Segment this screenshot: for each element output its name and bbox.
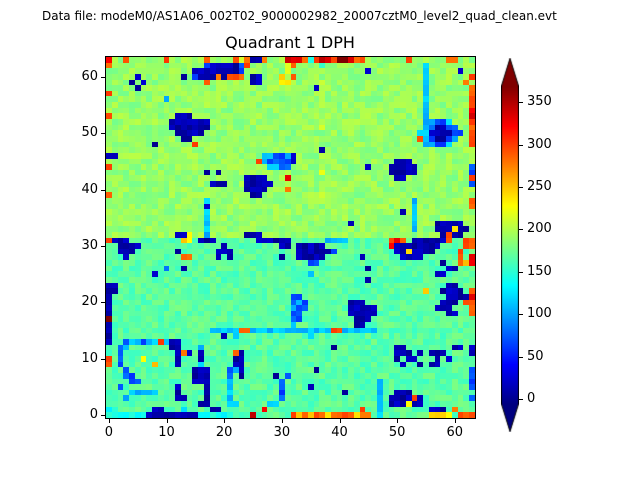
tick-mark [339,419,341,423]
tick-mark [101,415,105,417]
tick-mark [519,144,523,146]
colorbar-tick-label: 350 [527,94,552,110]
colorbar-tick-label: 300 [527,136,552,152]
axes-frame [105,56,476,419]
tick-mark [101,133,105,135]
colorbar-canvas [501,58,519,432]
x-axis-tick-label: 20 [215,425,233,440]
tick-mark [101,76,105,78]
tick-mark [454,419,456,423]
tick-mark [101,245,105,247]
tick-mark [519,314,523,316]
tick-mark [519,398,523,400]
tick-mark [101,302,105,304]
x-axis-tick-label: 0 [104,425,114,440]
y-axis-tick-label: 40 [81,181,98,197]
y-axis-tick-label: 0 [89,407,98,423]
tick-mark [519,102,523,104]
tick-mark [519,229,523,231]
tick-mark [281,419,283,423]
colorbar-tick-label: 200 [527,221,552,237]
tick-mark [519,356,523,358]
tick-mark [397,419,399,423]
colorbar-tick-label: 100 [527,306,552,322]
tick-mark [166,419,168,423]
x-axis-tick-label: 40 [331,425,348,440]
tick-mark [519,271,523,273]
tick-mark [101,358,105,360]
colorbar-tick-label: 150 [527,263,552,279]
y-axis-tick-label: 30 [81,237,98,253]
x-axis-tick-label: 50 [388,425,406,440]
datafile-label: Data file: modeM0/AS1A06_002T02_90000029… [42,9,557,23]
colorbar-tick-label: 0 [527,390,536,406]
tick-mark [101,189,105,191]
x-axis-tick-label: 60 [446,425,464,440]
heatmap-canvas [106,57,475,418]
y-axis-tick-label: 60 [81,68,98,84]
tick-mark [108,419,110,423]
y-axis-tick-label: 20 [81,294,98,310]
tick-mark [519,186,523,188]
x-axis-tick-label: 30 [273,425,291,440]
tick-mark [224,419,226,423]
colorbar-tick-label: 250 [527,178,552,194]
y-axis-tick-label: 50 [81,125,98,141]
chart-title: Quadrant 1 DPH [225,33,355,52]
colorbar-tick-label: 50 [527,348,544,364]
x-axis-tick-label: 10 [158,425,175,440]
y-axis-tick-label: 10 [81,350,98,366]
